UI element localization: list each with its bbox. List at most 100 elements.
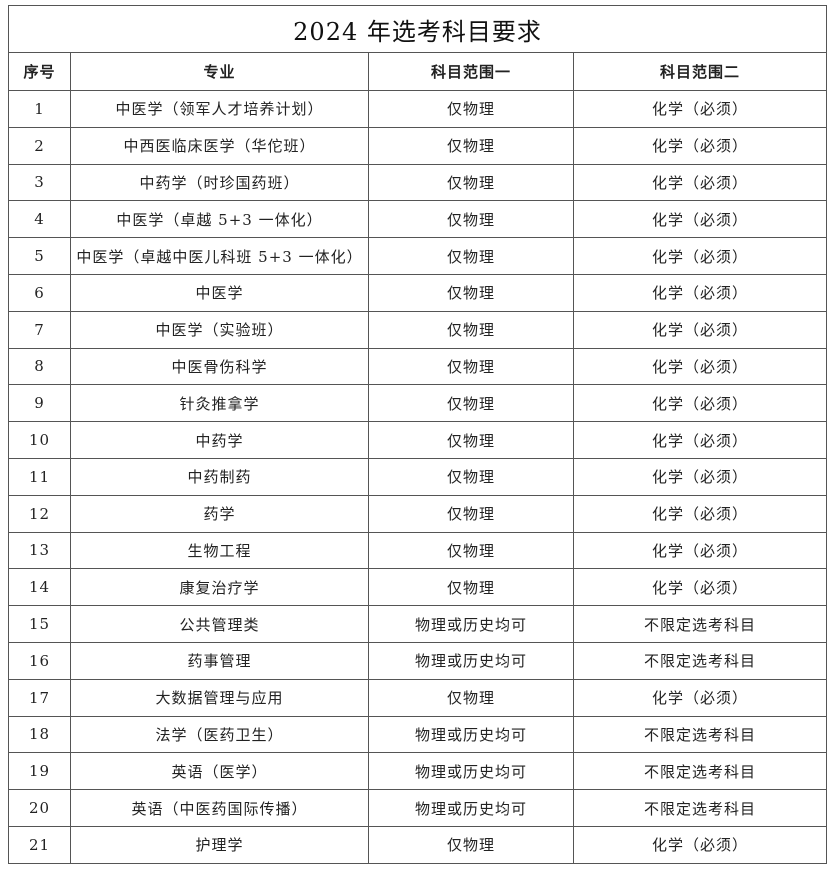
table-row: 3 中药学（时珍国药班） 仅物理 化学（必须）: [8, 163, 828, 202]
table-row: 13 生物工程 仅物理 化学（必须）: [8, 531, 828, 570]
cell-major: 生物工程: [70, 531, 369, 570]
cell-range-two: 化学（必须）: [572, 273, 828, 312]
cell-range-two: 化学（必须）: [572, 310, 828, 349]
cell-index: 19: [8, 752, 71, 791]
cell-index: 5: [8, 237, 71, 275]
table-row: 5 中医学（卓越中医儿科班 5+3 一体化） 仅物理 化学（必须）: [8, 237, 828, 275]
cell-index: 15: [8, 605, 71, 643]
cell-range-one: 物理或历史均可: [368, 641, 574, 680]
cell-major: 针灸推拿学: [70, 384, 369, 423]
cell-index: 21: [8, 825, 71, 864]
cell-major: 英语（中医药国际传播）: [70, 789, 369, 827]
cell-range-one: 仅物理: [368, 200, 574, 239]
cell-range-two: 化学（必须）: [572, 200, 828, 239]
table-row: 17 大数据管理与应用 仅物理 化学（必须）: [8, 678, 828, 717]
table-row: 20 英语（中医药国际传播） 物理或历史均可 不限定选考科目: [8, 789, 828, 827]
table-row: 9 针灸推拿学 仅物理 化学（必须）: [8, 384, 828, 423]
cell-major: 中医学（实验班）: [70, 310, 369, 349]
cell-range-one: 仅物理: [368, 163, 574, 202]
cell-major: 中医骨伤科学: [70, 347, 369, 386]
cell-range-two: 化学（必须）: [572, 384, 828, 423]
cell-range-one: 仅物理: [368, 237, 574, 275]
cell-range-two: 不限定选考科目: [572, 715, 828, 754]
cell-range-one: 仅物理: [368, 90, 574, 128]
cell-major: 大数据管理与应用: [70, 678, 369, 717]
cell-index: 3: [8, 163, 71, 202]
cell-major: 中药学: [70, 421, 369, 459]
cell-range-two: 化学（必须）: [572, 163, 828, 202]
cell-index: 16: [8, 641, 71, 680]
table-row: 19 英语（医学） 物理或历史均可 不限定选考科目: [8, 752, 828, 791]
cell-major: 药事管理: [70, 641, 369, 680]
table-row: 18 法学（医药卫生） 物理或历史均可 不限定选考科目: [8, 715, 828, 754]
cell-range-one: 仅物理: [368, 494, 574, 533]
table-row: 14 康复治疗学 仅物理 化学（必须）: [8, 568, 828, 607]
cell-range-one: 仅物理: [368, 568, 574, 607]
header-index: 序号: [8, 52, 71, 91]
table-row: 8 中医骨伤科学 仅物理 化学（必须）: [8, 347, 828, 386]
cell-range-one: 物理或历史均可: [368, 605, 574, 643]
table-row: 1 中医学（领军人才培养计划） 仅物理 化学（必须）: [8, 90, 828, 128]
cell-range-one: 仅物理: [368, 310, 574, 349]
cell-range-one: 物理或历史均可: [368, 789, 574, 827]
cell-range-two: 化学（必须）: [572, 457, 828, 496]
cell-range-two: 化学（必须）: [572, 126, 828, 165]
cell-major: 中医学（卓越中医儿科班 5+3 一体化）: [70, 237, 369, 275]
cell-major: 中药制药: [70, 457, 369, 496]
table-row: 15 公共管理类 物理或历史均可 不限定选考科目: [8, 605, 828, 643]
cell-range-two: 不限定选考科目: [572, 789, 828, 827]
cell-range-one: 物理或历史均可: [368, 715, 574, 754]
cell-index: 2: [8, 126, 71, 165]
cell-major: 中医学（领军人才培养计划）: [70, 90, 369, 128]
table-row: 4 中医学（卓越 5+3 一体化） 仅物理 化学（必须）: [8, 200, 828, 239]
cell-range-two: 化学（必须）: [572, 494, 828, 533]
table-row: 16 药事管理 物理或历史均可 不限定选考科目: [8, 641, 828, 680]
cell-range-two: 不限定选考科目: [572, 641, 828, 680]
header-major: 专业: [70, 52, 369, 91]
cell-range-two: 化学（必须）: [572, 531, 828, 570]
cell-range-two: 不限定选考科目: [572, 605, 828, 643]
cell-major: 康复治疗学: [70, 568, 369, 607]
cell-range-one: 仅物理: [368, 126, 574, 165]
cell-range-two: 化学（必须）: [572, 237, 828, 275]
table-title: 2024 年选考科目要求: [7, 5, 828, 53]
cell-range-one: 仅物理: [368, 825, 574, 864]
cell-range-two: 化学（必须）: [572, 568, 828, 607]
header-range-one: 科目范围一: [368, 52, 574, 91]
table-body: 1 中医学（领军人才培养计划） 仅物理 化学（必须） 2 中西医临床医学（华佗班） 仅物理化…: [8, 90, 828, 864]
header-range-two: 科目范围二: [572, 52, 828, 91]
cell-index: 8: [8, 347, 71, 386]
cell-range-one: 仅物理: [368, 457, 574, 496]
cell-index: 13: [8, 531, 71, 570]
cell-index: 11: [8, 457, 71, 496]
cell-range-two: 化学（必须）: [572, 90, 828, 128]
cell-index: 17: [8, 678, 71, 717]
cell-range-two: 不限定选考科目: [572, 752, 828, 791]
cell-major: 中药学（时珍国药班）: [70, 163, 369, 202]
table-row: 21 护理学 仅物理 化学（必须）: [8, 825, 828, 864]
cell-range-two: 化学（必须）: [572, 347, 828, 386]
cell-major: 公共管理类: [70, 605, 369, 643]
cell-index: 9: [8, 384, 71, 423]
cell-index: 18: [8, 715, 71, 754]
cell-index: 1: [8, 90, 71, 128]
cell-index: 12: [8, 494, 71, 533]
cell-range-one: 仅物理: [368, 273, 574, 312]
cell-index: 7: [8, 310, 71, 349]
cell-major: 法学（医药卫生）: [70, 715, 369, 754]
cell-major: 中医学: [70, 273, 369, 312]
table-row: 6 中医学 仅物理 化学（必须）: [8, 273, 828, 312]
cell-index: 20: [8, 789, 71, 827]
cell-range-two: 化学（必须）: [572, 678, 828, 717]
subject-requirements-table: 2024 年选考科目要求 序号 专业 科目范围一 科目范围二 1 中医学（领军人才…: [7, 5, 828, 864]
table-row: 11 中药制药 仅物理 化学（必须）: [8, 457, 828, 496]
table-row: 12 药学 仅物理 化学（必须）: [8, 494, 828, 533]
cell-major: 中西医临床医学（华佗班）: [70, 126, 369, 165]
cell-index: 14: [8, 568, 71, 607]
cell-range-one: 仅物理: [368, 347, 574, 386]
table-row: 10 中药学 仅物理 化学（必须）: [8, 421, 828, 459]
cell-major: 英语（医学）: [70, 752, 369, 791]
cell-major: 护理学: [70, 825, 369, 864]
cell-range-two: 化学（必须）: [572, 825, 828, 864]
table-row: 2 中西医临床医学（华佗班） 仅物理 化学（必须）: [8, 126, 828, 165]
